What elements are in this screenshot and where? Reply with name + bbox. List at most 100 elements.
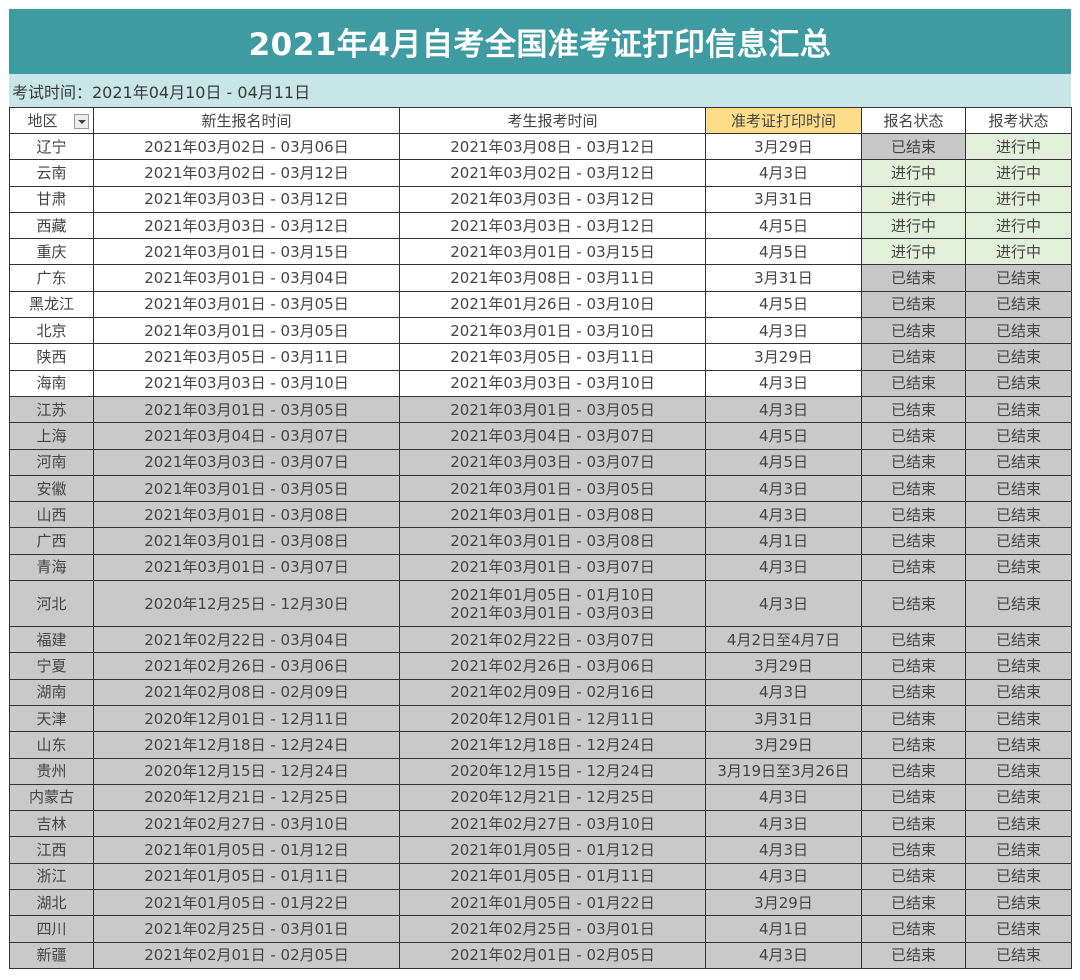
cell-exam-registration: 2021年03月03日 - 03月10日 [399, 369, 706, 397]
cell-registration-status: 已结束 [861, 626, 966, 654]
cell-registration-status: 已结束 [861, 889, 966, 917]
cell-region: 青海 [9, 553, 94, 582]
cell-exam-registration: 2021年01月05日 - 01月10日 2021年03月01日 - 03月03日 [399, 580, 706, 628]
cell-exam-status: 已结束 [965, 369, 1072, 397]
cell-exam-status: 已结束 [965, 264, 1072, 292]
summary-sheet: 2021年4月自考全国准考证打印信息汇总 考试时间：2021年04月10日 - … [9, 9, 1072, 969]
exam-registration-period: 2021年01月05日 - 01月10日 [450, 585, 655, 604]
cell-exam-registration: 2021年02月25日 - 03月01日 [399, 915, 706, 943]
cell-exam-status: 已结束 [965, 317, 1072, 345]
table-row: 广西 2021年03月01日 - 03月08日 2021年03月01日 - 03月0… [9, 527, 1072, 555]
exam-registration-period: 2021年02月09日 - 02月16日 [450, 683, 655, 702]
admission-ticket-table: 地区 新生报名时间 考生报考时间 准考证打印时间 报名状态 报考状态 辽宁 202… [9, 107, 1072, 969]
cell-print-time: 4月3日 [705, 862, 862, 891]
cell-exam-status: 已结束 [965, 501, 1072, 529]
exam-registration-period: 2020年12月15日 - 12月24日 [450, 762, 655, 781]
table-row: 贵州 2020年12月15日 - 12月24日 2020年12月15日 - 12月2… [9, 757, 1072, 785]
cell-region: 河南 [9, 448, 94, 476]
table-row: 天津 2020年12月01日 - 12月11日 2020年12月01日 - 12月1… [9, 704, 1072, 733]
cell-new-registration: 2021年03月01日 - 03月05日 [93, 474, 400, 503]
table-row: 山西 2021年03月01日 - 03月08日 2021年03月01日 - 03月0… [9, 501, 1072, 529]
exam-registration-period: 2021年12月18日 - 12月24日 [450, 735, 655, 754]
cell-new-registration: 2021年02月01日 - 02月05日 [93, 941, 400, 969]
cell-new-registration: 2021年12月18日 - 12月24日 [93, 731, 400, 759]
table-row: 四川 2021年02月25日 - 03月01日 2021年02月25日 - 03月0… [9, 915, 1072, 943]
exam-registration-period: 2021年02月01日 - 02月05日 [450, 946, 655, 965]
table-row: 甘肃 2021年03月03日 - 03月12日 2021年03月03日 - 03月1… [9, 185, 1072, 213]
cell-exam-registration: 2021年03月03日 - 03月12日 [399, 185, 706, 213]
column-header-region[interactable]: 地区 [9, 107, 94, 134]
cell-exam-status: 已结束 [965, 915, 1072, 943]
cell-print-time: 4月3日 [705, 678, 862, 706]
cell-exam-status: 已结束 [965, 704, 1072, 733]
cell-print-time: 4月3日 [705, 159, 862, 187]
table-row: 青海 2021年03月01日 - 03月07日 2021年03月01日 - 03月0… [9, 553, 1072, 582]
table-row: 湖南 2021年02月08日 - 02月09日 2021年02月09日 - 02月1… [9, 678, 1072, 706]
cell-registration-status: 已结束 [861, 527, 966, 555]
cell-registration-status: 已结束 [861, 317, 966, 345]
table-row: 江西 2021年01月05日 - 01月12日 2021年01月05日 - 01月1… [9, 836, 1072, 864]
table-row: 云南 2021年03月02日 - 03月12日 2021年03月02日 - 03月1… [9, 159, 1072, 187]
cell-registration-status: 已结束 [861, 448, 966, 476]
exam-registration-period: 2021年01月05日 - 01月11日 [450, 867, 655, 886]
cell-new-registration: 2020年12月25日 - 12月30日 [93, 580, 400, 628]
exam-registration-period: 2021年03月03日 - 03月12日 [450, 216, 655, 235]
cell-exam-status: 已结束 [965, 422, 1072, 450]
cell-exam-status: 已结束 [965, 474, 1072, 503]
cell-new-registration: 2021年03月01日 - 03月07日 [93, 553, 400, 582]
cell-print-time: 4月1日 [705, 915, 862, 943]
dropdown-filter-icon[interactable] [74, 114, 89, 129]
cell-new-registration: 2021年03月03日 - 03月07日 [93, 448, 400, 476]
cell-new-registration: 2021年02月22日 - 03月04日 [93, 626, 400, 654]
exam-registration-period: 2021年01月05日 - 01月22日 [450, 893, 655, 912]
cell-registration-status: 已结束 [861, 836, 966, 864]
column-header-registration-status: 报名状态 [861, 107, 966, 134]
cell-registration-status: 进行中 [861, 238, 966, 266]
table-row: 上海 2021年03月04日 - 03月07日 2021年03月04日 - 03月0… [9, 422, 1072, 450]
exam-registration-period: 2021年03月01日 - 03月07日 [450, 558, 655, 577]
cell-exam-registration: 2021年03月08日 - 03月12日 [399, 132, 706, 161]
cell-region: 天津 [9, 704, 94, 733]
exam-registration-period: 2021年03月02日 - 03月12日 [450, 163, 655, 182]
table-row: 山东 2021年12月18日 - 12月24日 2021年12月18日 - 12月2… [9, 731, 1072, 759]
cell-registration-status: 已结束 [861, 810, 966, 838]
cell-print-time: 3月29日 [705, 889, 862, 917]
cell-registration-status: 已结束 [861, 915, 966, 943]
table-row: 河南 2021年03月03日 - 03月07日 2021年03月03日 - 03月0… [9, 448, 1072, 476]
cell-print-time: 3月29日 [705, 132, 862, 161]
cell-exam-status: 已结束 [965, 941, 1072, 969]
cell-exam-registration: 2021年02月26日 - 03月06日 [399, 652, 706, 680]
cell-registration-status: 已结束 [861, 783, 966, 812]
cell-exam-status: 进行中 [965, 185, 1072, 213]
cell-print-time: 4月3日 [705, 474, 862, 503]
cell-exam-status: 已结束 [965, 448, 1072, 476]
cell-region: 云南 [9, 159, 94, 187]
table-row: 湖北 2021年01月05日 - 01月22日 2021年01月05日 - 01月2… [9, 889, 1072, 917]
cell-exam-status: 已结束 [965, 626, 1072, 654]
exam-time: 考试时间：2021年04月10日 - 04月11日 [9, 74, 1071, 107]
cell-exam-registration: 2021年02月27日 - 03月10日 [399, 810, 706, 838]
cell-exam-registration: 2021年01月05日 - 01月22日 [399, 889, 706, 917]
cell-exam-registration: 2021年01月05日 - 01月11日 [399, 862, 706, 891]
cell-registration-status: 已结束 [861, 678, 966, 706]
table-row: 江苏 2021年03月01日 - 03月05日 2021年03月01日 - 03月0… [9, 395, 1072, 424]
cell-region: 河北 [9, 580, 94, 628]
cell-registration-status: 进行中 [861, 211, 966, 240]
cell-registration-status: 已结束 [861, 395, 966, 424]
sheet-title: 2021年4月自考全国准考证打印信息汇总 [9, 9, 1071, 74]
exam-registration-period: 2021年03月03日 - 03月12日 [450, 190, 655, 209]
exam-registration-period: 2021年03月04日 - 03月07日 [450, 426, 655, 445]
cell-region: 江西 [9, 836, 94, 864]
exam-registration-period: 2020年12月01日 - 12月11日 [450, 709, 655, 728]
cell-exam-registration: 2021年01月05日 - 01月12日 [399, 836, 706, 864]
cell-region: 江苏 [9, 395, 94, 424]
cell-exam-status: 进行中 [965, 132, 1072, 161]
exam-registration-period: 2021年02月25日 - 03月01日 [450, 919, 655, 938]
cell-new-registration: 2021年03月04日 - 03月07日 [93, 422, 400, 450]
cell-registration-status: 已结束 [861, 343, 966, 371]
cell-print-time: 4月3日 [705, 810, 862, 838]
cell-region: 湖南 [9, 678, 94, 706]
exam-registration-period: 2021年02月26日 - 03月06日 [450, 656, 655, 675]
table-row: 黑龙江 2021年03月01日 - 03月05日 2021年01月26日 - 03月… [9, 290, 1072, 319]
cell-new-registration: 2021年03月01日 - 03月08日 [93, 501, 400, 529]
